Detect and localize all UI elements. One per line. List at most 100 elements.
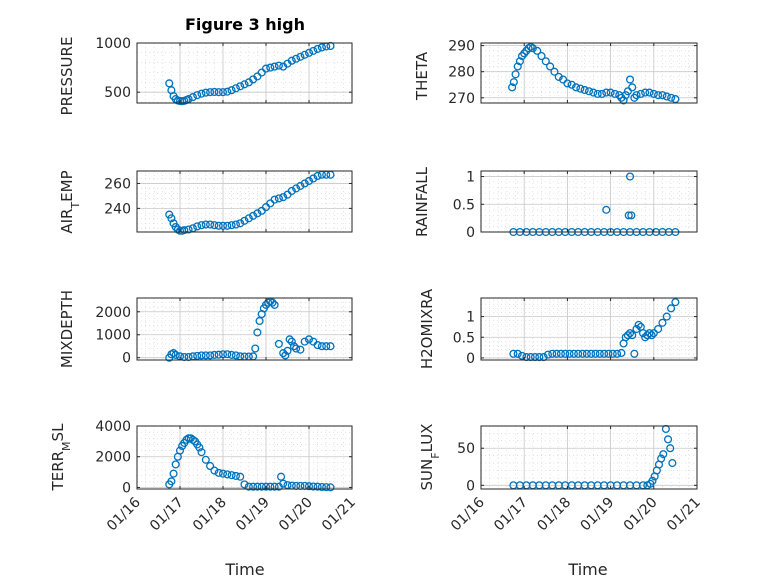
air-temp-point xyxy=(201,220,210,229)
sun-flux-point xyxy=(668,459,677,468)
mixdepth-point xyxy=(281,351,290,360)
h2omixra-point xyxy=(625,329,635,338)
theta-point xyxy=(602,88,611,97)
h2omixra-point xyxy=(578,349,587,358)
theta-point xyxy=(533,46,542,55)
air-temp-point xyxy=(210,221,219,230)
pressure-point xyxy=(165,79,174,88)
rainfall-ytick-label: 0.5 xyxy=(453,197,475,213)
air-temp-point xyxy=(231,220,240,229)
theta-point xyxy=(528,44,537,53)
mixdepth-point xyxy=(210,350,219,359)
h2omixra-point xyxy=(617,348,626,358)
pressure-point xyxy=(309,46,318,55)
mixdepth-point xyxy=(292,344,301,353)
terr-msl-point xyxy=(309,482,318,491)
air-temp-point xyxy=(244,214,253,223)
theta-point xyxy=(625,75,635,84)
mixdepth-axes-frame xyxy=(136,297,353,361)
terr-msl-point xyxy=(270,482,279,491)
air-temp-point xyxy=(180,226,189,235)
mixdepth-axis-label: MIXDEPTH xyxy=(58,290,76,368)
air-temp-point xyxy=(240,216,249,225)
h2omixra-point xyxy=(649,329,658,338)
rainfall-ytick-label: 0 xyxy=(466,225,475,241)
terr-msl-point xyxy=(236,472,245,481)
mixdepth-point xyxy=(169,349,178,358)
pressure-point xyxy=(292,54,301,63)
theta-point xyxy=(621,91,630,100)
air-temp-point xyxy=(197,221,206,230)
h2omixra-point xyxy=(587,349,596,358)
theta-point xyxy=(632,91,641,100)
pressure-point xyxy=(304,48,314,57)
rainfall-point xyxy=(625,172,635,181)
h2omixra-point xyxy=(526,353,535,362)
theta-point xyxy=(537,51,546,61)
terr-msl-point xyxy=(210,466,219,475)
pressure-point xyxy=(188,93,197,102)
mixdepth-point xyxy=(289,342,299,351)
h2omixra-point xyxy=(634,320,643,329)
panel-theta: THETA 270 280 290 xyxy=(413,39,698,107)
panel-pressure: Figure 3 high PRESSURE 500 1000 xyxy=(58,15,353,115)
terr-msl-point xyxy=(195,443,204,452)
h2omixra-point xyxy=(522,353,531,362)
mixdepth-point xyxy=(322,342,331,351)
h2omixra-point xyxy=(613,349,622,358)
time-axis-label-left: Time xyxy=(224,560,264,579)
theta-point xyxy=(567,80,576,89)
theta-point xyxy=(576,84,585,93)
h2omixra-point xyxy=(574,349,583,358)
terr-msl-ytick-label: 0 xyxy=(122,480,131,496)
h2omixra-point xyxy=(548,349,557,358)
mixdepth-point xyxy=(231,351,240,360)
theta-point xyxy=(593,89,602,98)
mixdepth-point xyxy=(201,351,210,360)
pressure-point xyxy=(317,43,326,52)
theta-markers xyxy=(508,42,680,105)
pressure-ytick-label: 1000 xyxy=(95,36,131,52)
air-temp-point xyxy=(253,209,262,218)
h2omixra-point xyxy=(604,349,613,358)
air-temp-point xyxy=(313,171,322,181)
h2omixra-axis-label: H2OMIXRA xyxy=(418,288,436,369)
mixdepth-point xyxy=(268,298,277,307)
pressure-point xyxy=(296,52,305,61)
air-temp-point xyxy=(292,184,301,193)
pressure-point xyxy=(214,88,223,97)
mixdepth-point xyxy=(253,328,262,337)
h2omixra-point xyxy=(517,351,527,360)
theta-point xyxy=(589,88,598,97)
mixdepth-point xyxy=(171,350,180,359)
h2omixra-point xyxy=(565,349,574,358)
terr-msl-point xyxy=(227,471,236,480)
panel-mixdepth: MIXDEPTH 0 1000 2000 xyxy=(58,290,353,368)
h2omixra-point xyxy=(632,324,641,334)
h2omixra-point xyxy=(543,350,553,359)
h2omixra-point xyxy=(530,353,540,362)
sun-flux-ytick-label: 0 xyxy=(466,478,475,494)
terr-msl-point xyxy=(175,446,185,455)
air-temp-point xyxy=(184,225,193,234)
h2omixra-ytick-label: 1 xyxy=(466,310,475,326)
h2omixra-point xyxy=(662,312,671,321)
rainfall-point xyxy=(624,211,633,220)
terr-msl-point xyxy=(279,479,288,488)
h2omixra-point xyxy=(591,349,600,358)
h2omixra-point xyxy=(509,349,518,358)
terr-msl-point xyxy=(326,483,335,492)
theta-point xyxy=(641,88,650,97)
h2omixra-point xyxy=(539,353,548,362)
h2omixra-point xyxy=(595,349,604,358)
terr-msl-point xyxy=(244,482,253,491)
air-temp-markers xyxy=(165,170,335,235)
pressure-point xyxy=(240,80,249,89)
h2omixra-point xyxy=(667,304,676,313)
air-temp-point xyxy=(223,221,232,230)
mixdepth-point xyxy=(304,335,314,344)
theta-point xyxy=(619,96,628,105)
theta-point xyxy=(511,70,520,79)
